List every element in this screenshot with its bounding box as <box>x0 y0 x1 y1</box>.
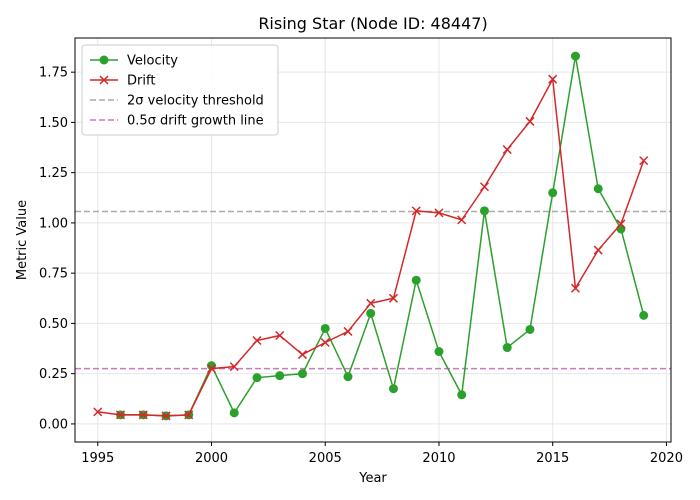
legend-label: Velocity <box>127 54 178 69</box>
x-tick-label: 2020 <box>650 451 683 466</box>
y-axis: 0.00 0.25 0.50 0.75 1.00 1.25 1.50 1.75 <box>39 66 75 432</box>
data-point <box>479 206 489 216</box>
data-point <box>366 308 376 318</box>
data-point <box>161 411 171 421</box>
data-point <box>366 298 376 308</box>
x-tick-label: 2015 <box>536 451 569 466</box>
plot-frame <box>74 37 672 443</box>
data-point <box>229 408 239 418</box>
data-point <box>252 373 262 383</box>
data-point <box>525 116 535 126</box>
data-point <box>184 410 194 420</box>
reference-lines <box>75 210 671 370</box>
grid <box>75 38 671 442</box>
data-point <box>206 364 217 374</box>
y-tick-label: 0.75 <box>39 267 68 282</box>
data-point <box>479 182 489 192</box>
y-tick-label: 0.50 <box>39 317 68 332</box>
data-point <box>275 330 285 341</box>
data-point <box>388 293 399 303</box>
legend-item: 0.5σ drift growth line <box>90 114 264 129</box>
y-axis-label: Metric Value <box>15 200 30 280</box>
y-tick-label: 1.50 <box>39 116 68 131</box>
y-tick-label: 0.25 <box>39 367 68 382</box>
data-point <box>502 343 512 353</box>
data-point <box>297 350 308 360</box>
data-point <box>570 283 580 293</box>
data-point <box>434 208 444 218</box>
data-point <box>388 384 398 394</box>
data-point <box>99 75 109 85</box>
chart-title: Rising Star (Node ID: 48447) <box>258 14 487 33</box>
data-point <box>252 335 262 346</box>
data-point <box>297 369 307 379</box>
data-point <box>411 206 421 216</box>
series-drift <box>93 74 649 421</box>
data-point <box>639 310 649 320</box>
data-point <box>343 326 353 336</box>
data-point <box>138 410 148 420</box>
y-tick-label: 0.00 <box>39 417 68 432</box>
data-point <box>434 347 444 357</box>
data-point <box>229 362 239 372</box>
legend-item: Drift <box>90 74 155 89</box>
data-point <box>593 245 603 255</box>
data-point <box>457 215 467 225</box>
y-tick-label: 1.25 <box>39 166 68 181</box>
legend-item: Velocity <box>90 54 178 69</box>
x-tick-label: 2005 <box>309 451 342 466</box>
y-tick-label: 1.00 <box>39 216 68 231</box>
legend-label: 0.5σ drift growth line <box>127 114 264 129</box>
data-point <box>457 390 467 400</box>
legend-label: Drift <box>127 74 155 89</box>
data-point <box>593 184 603 194</box>
series-line <box>120 55 645 417</box>
data-point <box>411 275 421 285</box>
data-point <box>99 55 109 65</box>
data-point <box>115 410 126 420</box>
x-tick-label: 2000 <box>195 451 228 466</box>
data-point <box>93 407 103 417</box>
legend-box <box>81 44 279 136</box>
data-point <box>548 74 558 84</box>
data-point <box>525 324 535 334</box>
legend-item: 2σ velocity threshold <box>90 94 264 109</box>
data-point <box>616 224 626 234</box>
data-point <box>320 337 330 348</box>
x-tick-label: 2010 <box>422 451 455 466</box>
data-point <box>548 188 558 198</box>
data-point <box>502 145 512 155</box>
data-point <box>639 156 649 166</box>
legend: Velocity Drift 2σ velocity threshold 0.5σ d… <box>81 44 279 136</box>
legend-label: 2σ velocity threshold <box>127 94 264 109</box>
series <box>93 51 649 421</box>
data-point <box>275 371 285 381</box>
x-tick-label: 1995 <box>81 451 114 466</box>
x-axis-label: Year <box>358 471 387 486</box>
data-point <box>570 51 580 61</box>
data-point <box>343 372 353 382</box>
data-point <box>616 219 626 229</box>
x-axis: 1995 2000 2005 2010 2015 2020 <box>81 442 683 466</box>
y-tick-label: 1.75 <box>39 66 68 81</box>
data-point <box>320 323 330 333</box>
